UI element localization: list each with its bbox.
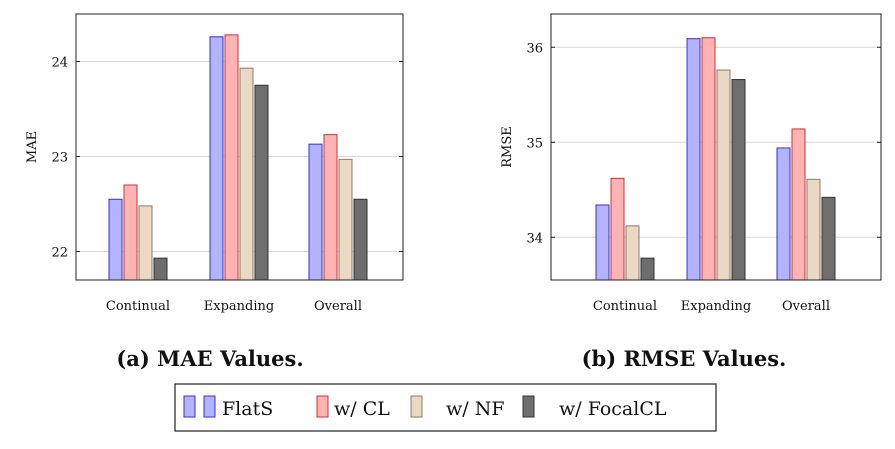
chart-mae-xtick-label: Continual [106,299,170,314]
bar-mae-overall-flats [308,143,323,281]
legend-label-w-cl: w/ CL [334,398,390,420]
bar-rmse-expanding-flats [686,38,701,281]
chart-rmse-bars [595,37,836,281]
chart-mae-xticks: Continual Expanding Overall [106,299,362,314]
chart-rmse-ytick-label: 35 [526,136,543,151]
chart-rmse-ylabel: RMSE [500,126,515,168]
bar-mae-overall-w-nf [338,158,353,281]
chart-mae: 22 23 24 Continual Expanding Overall MAE (a)… [25,13,404,371]
legend-swatch-w-focalcl [522,395,535,418]
legend-item-flats: FlatS [183,395,273,420]
bar-rmse-continual-w-focalcl [640,257,655,281]
bar-rmse-overall-w-cl [791,128,806,281]
chart-rmse-xtick-label: Overall [782,299,830,314]
bar-mae-expanding-flats [209,36,224,281]
bar-rmse-expanding-w-nf [716,69,731,281]
bar-mae-expanding-w-nf [239,67,254,281]
chart-mae-frame [75,13,404,281]
chart-mae-ytick-label: 24 [51,56,68,71]
chart-mae-xtick-label: Overall [314,299,362,314]
chart-rmse: 34 35 36 Continual Expanding Overall RMSE (b… [500,13,882,371]
bar-mae-expanding-w-cl [224,34,239,281]
legend-swatch-w-nf [410,395,423,418]
bar-rmse-overall-w-nf [806,178,821,281]
bar-mae-continual-w-focalcl [153,257,168,281]
legend-items: FlatS w/ CL w/ NF w/ FocalCL [183,395,667,420]
bar-mae-continual-w-cl [123,184,138,281]
chart-mae-xtick-label: Expanding [204,299,274,314]
chart-rmse-frame [550,13,882,281]
chart-mae-ylabel: MAE [25,131,40,163]
legend-box [174,383,717,432]
bar-rmse-continual-w-cl [610,177,625,281]
legend-swatch-flats [183,395,196,418]
bar-mae-overall-w-focalcl [353,198,368,281]
legend-swatch-w-cl [316,395,329,418]
legend-label-w-nf: w/ NF [446,398,505,420]
legend-item-w-focalcl: w/ FocalCL [522,395,667,420]
chart-rmse-ytick-label: 34 [526,231,543,246]
legend-label-flats: FlatS [222,398,273,420]
bar-mae-expanding-w-focalcl [254,84,269,281]
bar-rmse-overall-flats [776,147,791,281]
chart-mae-ytick-label: 23 [51,151,68,166]
bar-rmse-continual-flats [595,204,610,281]
chart-mae-ytick-label: 22 [51,246,68,261]
bar-rmse-continual-w-nf [625,225,640,281]
bar-rmse-overall-w-focalcl [821,196,836,281]
legend-item-w-cl: w/ CL [316,395,390,420]
chart-mae-yticks: 22 23 24 [51,56,403,261]
legend-label-w-focalcl: w/ FocalCL [559,398,667,420]
chart-mae-bars [108,34,368,281]
chart-rmse-xticks: Continual Expanding Overall [593,299,830,314]
bar-mae-continual-w-nf [138,205,153,281]
legend-item-w-nf: w/ NF [410,395,505,420]
chart-mae-caption: (a) MAE Values. [116,346,303,371]
chart-rmse-xtick-label: Expanding [681,299,751,314]
chart-rmse-xtick-label: Continual [593,299,657,314]
bar-mae-overall-w-cl [323,134,338,281]
chart-rmse-ytick-label: 36 [526,41,543,56]
bar-rmse-expanding-w-cl [701,37,716,281]
chart-rmse-yticks: 34 35 36 [526,41,881,246]
chart-rmse-caption: (b) RMSE Values. [582,346,787,371]
bar-rmse-expanding-w-focalcl [731,79,746,281]
bar-mae-continual-flats [108,198,123,281]
legend-swatch-flats [203,395,216,418]
legend: FlatS w/ CL w/ NF w/ FocalCL [174,383,717,432]
